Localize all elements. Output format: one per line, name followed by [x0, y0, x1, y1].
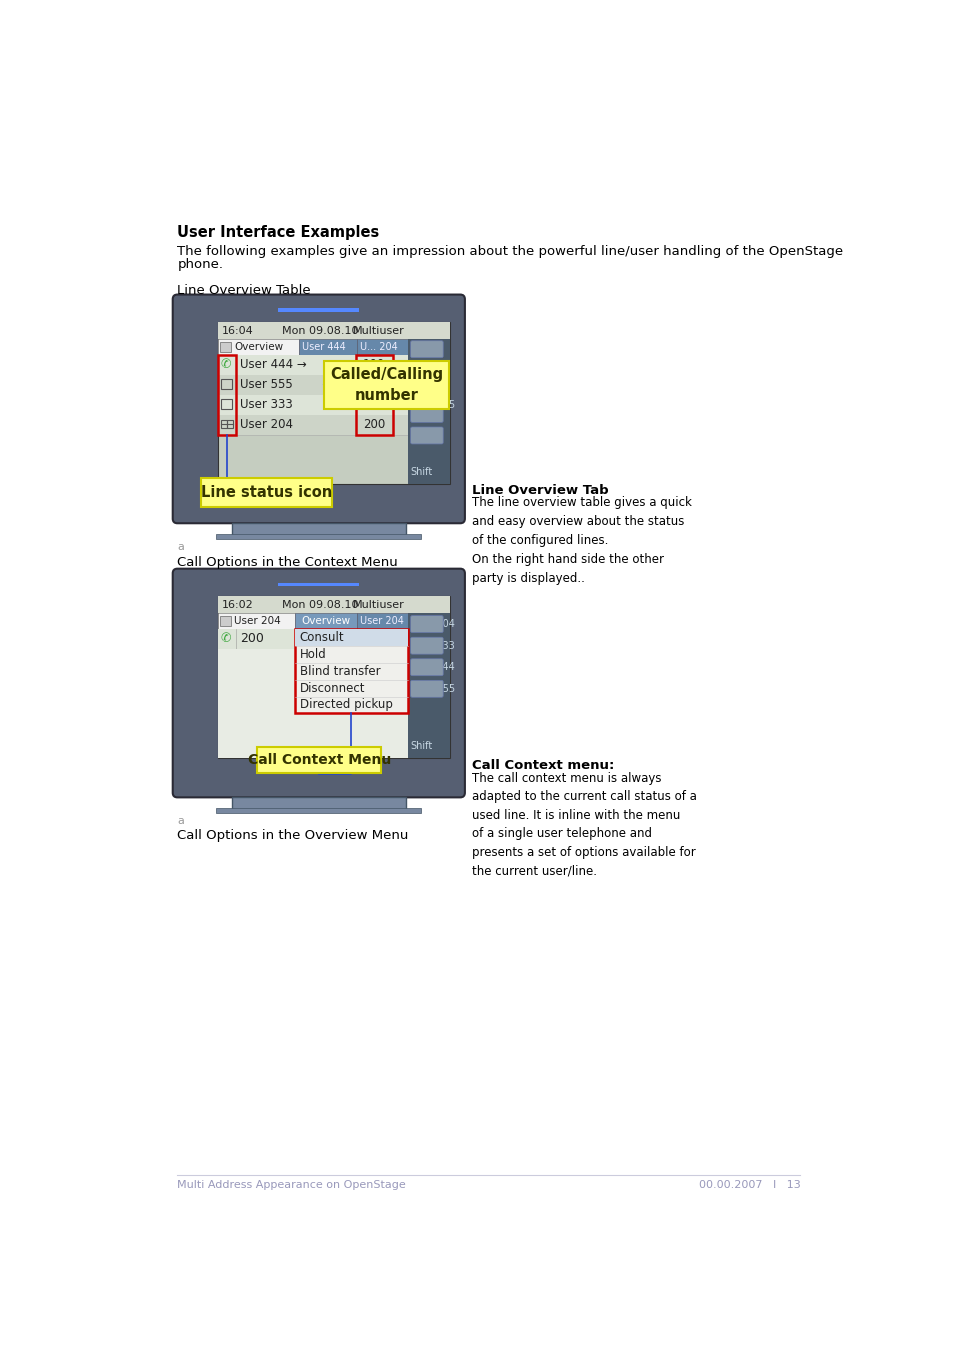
Bar [217, 648, 407, 758]
Bar [217, 596, 450, 758]
Text: Multi Address Appearance on OpenStage: Multi Address Appearance on OpenStage [177, 1179, 406, 1190]
Bar [201, 478, 332, 507]
Text: Mon 09.08.10: Mon 09.08.10 [281, 600, 357, 609]
Text: Call Options in the Context Menu: Call Options in the Context Menu [177, 557, 397, 569]
Bar [278, 308, 358, 312]
Text: 100: 100 [363, 358, 385, 372]
Text: Line Overview Table: Line Overview Table [177, 284, 311, 297]
Text: User 555: User 555 [240, 378, 293, 392]
Bar [232, 797, 406, 809]
FancyBboxPatch shape [410, 405, 443, 423]
Text: Hold: Hold [299, 647, 326, 661]
Bar [217, 354, 407, 374]
Text: Overview: Overview [233, 342, 283, 351]
FancyBboxPatch shape [410, 362, 443, 380]
Bar [294, 628, 407, 713]
Bar [232, 523, 406, 535]
Text: ✆: ✆ [220, 632, 231, 646]
Bar [217, 354, 236, 435]
Text: Overview: Overview [301, 616, 351, 626]
Bar [216, 534, 421, 539]
Text: Called/Calling
number: Called/Calling number [330, 366, 443, 403]
Bar [220, 400, 232, 408]
Text: Line status icon: Line status icon [201, 485, 332, 500]
Text: Call Context menu:: Call Context menu: [472, 759, 614, 771]
Text: U... 204: U... 204 [360, 342, 397, 351]
Bar [217, 374, 407, 394]
Bar [220, 380, 232, 389]
Bar [217, 394, 407, 415]
Text: User 555: User 555 [410, 400, 455, 409]
Text: Line Overview Tab: Line Overview Tab [472, 484, 608, 497]
Text: Call Context Menu: Call Context Menu [248, 754, 391, 767]
Text: User 204: User 204 [410, 619, 454, 630]
Bar [294, 628, 407, 646]
Text: Consult: Consult [299, 631, 344, 643]
Text: Shift: Shift [410, 466, 433, 477]
Bar [407, 613, 450, 758]
Text: a: a [177, 542, 184, 551]
Text: Shift: Shift [410, 740, 433, 751]
Text: Multiuser: Multiuser [353, 326, 404, 336]
Text: Disconnect: Disconnect [299, 681, 365, 694]
FancyBboxPatch shape [410, 427, 443, 444]
Bar [227, 420, 233, 428]
Text: 00.00.2007   I   13: 00.00.2007 I 13 [698, 1179, 800, 1190]
Text: 16:04: 16:04 [222, 326, 253, 336]
Bar [294, 613, 356, 628]
Bar [356, 613, 407, 628]
Text: User 444 →: User 444 → [240, 358, 307, 372]
Text: 16:02: 16:02 [222, 600, 253, 609]
Text: Call Options in the Overview Menu: Call Options in the Overview Menu [177, 830, 408, 842]
Bar [323, 361, 449, 408]
FancyBboxPatch shape [172, 295, 464, 523]
Text: User 333: User 333 [240, 399, 293, 411]
FancyBboxPatch shape [410, 384, 443, 401]
FancyBboxPatch shape [410, 616, 443, 632]
Bar [407, 339, 450, 484]
Text: User 444: User 444 [302, 342, 346, 351]
Text: User 444: User 444 [410, 662, 454, 673]
Bar [217, 415, 407, 435]
Bar [216, 808, 421, 813]
Text: User 204: User 204 [240, 419, 293, 431]
Bar [355, 354, 393, 435]
Text: User 555: User 555 [410, 684, 455, 694]
Bar [220, 420, 227, 428]
Bar [220, 342, 231, 353]
Text: Directed pickup: Directed pickup [299, 698, 393, 712]
Text: Mon 09.08.10: Mon 09.08.10 [281, 326, 357, 336]
Bar [217, 596, 450, 613]
Bar [220, 616, 231, 627]
Bar [356, 339, 407, 354]
Text: User 204: User 204 [360, 616, 404, 626]
Bar [217, 628, 407, 648]
Bar [298, 339, 356, 354]
Text: The line overview table gives a quick
and easy overview about the status
of the : The line overview table gives a quick an… [472, 496, 691, 585]
Text: User 204: User 204 [233, 616, 280, 626]
FancyBboxPatch shape [410, 340, 443, 358]
FancyBboxPatch shape [410, 638, 443, 654]
Bar [217, 323, 450, 484]
Bar [257, 747, 381, 774]
Bar [217, 339, 298, 354]
Text: Blind transfer: Blind transfer [299, 665, 380, 678]
Text: The following examples give an impression about the powerful line/user handling : The following examples give an impressio… [177, 246, 842, 258]
Text: Multiuser: Multiuser [353, 600, 404, 609]
Bar [217, 323, 450, 339]
FancyBboxPatch shape [410, 681, 443, 697]
Text: phone.: phone. [177, 258, 223, 270]
FancyBboxPatch shape [410, 659, 443, 676]
Text: The call context menu is always
adapted to the current call status of a
used lin: The call context menu is always adapted … [472, 771, 696, 877]
Bar [217, 613, 294, 628]
FancyBboxPatch shape [172, 569, 464, 797]
Text: a: a [177, 816, 184, 825]
Text: User Interface Examples: User Interface Examples [177, 226, 379, 240]
Text: 200: 200 [240, 632, 264, 646]
Text: 200: 200 [363, 419, 385, 431]
Bar [278, 582, 358, 586]
Text: User 333: User 333 [410, 640, 454, 651]
Text: ✆: ✆ [220, 358, 231, 372]
